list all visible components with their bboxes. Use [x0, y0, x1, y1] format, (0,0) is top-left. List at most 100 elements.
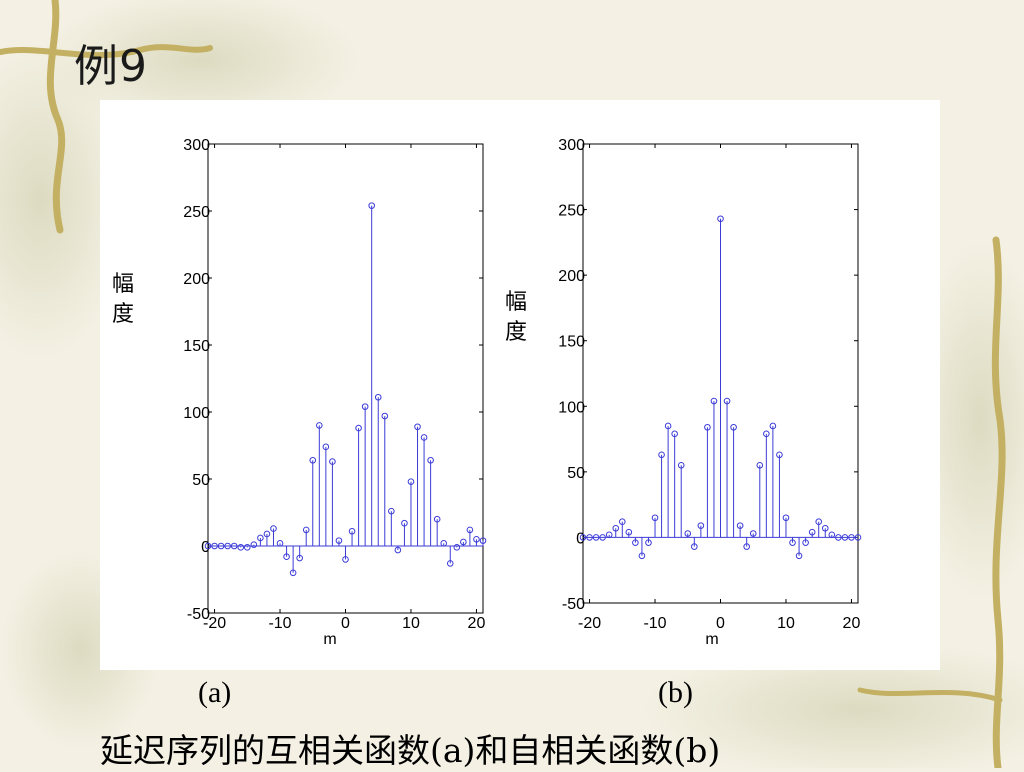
chart-b-stem-point — [717, 215, 724, 223]
chart-b-stem-point — [769, 422, 777, 430]
chart-a-stem-point — [460, 538, 467, 546]
panel-label-b: (b) — [658, 676, 693, 709]
chart-a-stem-point — [355, 424, 362, 432]
chart-b-stem-point — [802, 539, 809, 546]
chart-b-stem-point — [638, 552, 646, 560]
chart-a-stem-point — [446, 560, 454, 567]
chart-a-stem-point — [250, 541, 258, 548]
chart-a-stem-point — [440, 540, 448, 547]
chart-b-stem-point — [592, 534, 600, 541]
chart-a-stem-point — [296, 554, 303, 562]
chart-a-stem-point — [414, 423, 421, 431]
chart-b-stem-point — [736, 522, 744, 529]
chart-a-ytick-label: 200 — [183, 271, 210, 288]
chart-a-stem-point — [217, 542, 225, 550]
chart-b-xtick-label: 20 — [843, 615, 861, 632]
chart-a-stem-point — [230, 542, 238, 550]
chart-a-stem-point — [263, 530, 271, 538]
chart-a-stem-point — [433, 515, 441, 523]
chart-a-ytick-label: 300 — [183, 137, 210, 154]
chart-b-ytick-label: 50 — [567, 465, 585, 482]
chart-b-xtick-label: -20 — [578, 615, 601, 632]
chart-b-stem-point — [763, 430, 770, 438]
chart-b-xtick-label: 0 — [716, 615, 725, 632]
chart-b-stem-point — [821, 524, 829, 532]
chart-b-stem-point — [632, 539, 639, 546]
chart-a-xtick-label: -10 — [268, 615, 291, 632]
chart-a-stem-point — [342, 556, 349, 563]
chart-a-stem-point — [276, 540, 284, 547]
chart-a-stem-point — [453, 544, 461, 551]
chart-b-stem-point — [651, 514, 659, 522]
chart-b-ytick-label: -50 — [562, 596, 585, 613]
chart-a-stem-point — [368, 202, 375, 209]
chart-b-stem-point — [848, 534, 855, 541]
chart-b-stem-point — [710, 397, 718, 405]
chart-b-stem-point — [743, 543, 750, 550]
chart-b-xtick-label: -10 — [643, 615, 666, 632]
chart-a-stem-point — [388, 507, 395, 515]
chart-a-stem-point — [473, 536, 480, 543]
chart-b-stem-point — [645, 539, 652, 546]
chart-b-stem-point — [618, 518, 626, 525]
chart-a-ytick-label: -50 — [187, 606, 210, 623]
chart-b-stem-point — [599, 534, 606, 541]
chart-b-ytick-label: 250 — [558, 203, 585, 220]
chart-a-stem-point — [407, 478, 415, 485]
chart-a-stem-point — [361, 403, 369, 410]
chart-b-stem-point — [586, 534, 593, 541]
chart-b-stem-point — [782, 514, 790, 522]
chart-b-stem-point — [605, 531, 613, 539]
chart-b-ytick-label: 300 — [558, 137, 585, 154]
chart-a-stem-point — [243, 544, 251, 551]
chart-b-stem-point — [704, 423, 711, 431]
chart-a-stem-point — [289, 569, 297, 577]
chart-a-xtick-label: -20 — [203, 615, 226, 632]
chart-a-stem-point — [270, 525, 277, 532]
chart-b-stem-point — [677, 462, 685, 469]
chart-a-ylabel: 幅度 — [111, 272, 134, 327]
chart-a-frame — [207, 143, 484, 614]
chart-a-stem-point — [335, 537, 343, 544]
chart-a-xlabel: m — [323, 631, 336, 648]
chart-b-stem-point — [835, 534, 842, 541]
chart-a-stem-point — [427, 456, 434, 464]
chart-a-stem-point — [479, 537, 487, 544]
chart-a-stem-point — [322, 443, 330, 451]
chart-b-stem-point — [789, 539, 796, 546]
chart-b-stem-point — [671, 430, 678, 438]
chart-b-stem-point — [795, 552, 803, 560]
chart-a-stem-point — [348, 527, 356, 535]
chart-b-stem-point — [579, 534, 587, 541]
chart-a-stem-point — [394, 546, 402, 554]
chart-a-stem-point — [316, 422, 323, 429]
panel-label-a: (a) — [198, 676, 232, 709]
chart-b-stem-point — [612, 524, 620, 532]
chart-b-stem-point — [854, 534, 862, 541]
chart-b-stem-point — [691, 543, 698, 550]
chart-b-stem-point — [684, 530, 692, 537]
chart-a-stem-point — [224, 542, 231, 550]
chart-a-stem-point — [329, 458, 336, 465]
chart-b-stem-point — [658, 451, 665, 459]
chart-b-ytick-label: 100 — [558, 399, 585, 416]
chart-b-stem-point — [828, 531, 836, 539]
chart-a-xtick-label: 20 — [468, 615, 486, 632]
chart-a-xtick-label: 10 — [402, 615, 420, 632]
chart-a-xtick-label: 0 — [341, 615, 350, 632]
chart-a-stem-point — [211, 542, 218, 550]
chart-a-ytick-label: 50 — [192, 472, 210, 489]
figure-panel — [100, 100, 940, 670]
chart-b-xtick-label: 10 — [777, 615, 795, 632]
chart-b-stem-point — [815, 518, 823, 525]
chart-b-ytick-label: 200 — [558, 268, 585, 285]
chart-a-stem-point — [420, 434, 428, 441]
chart-a-stem-point — [381, 412, 389, 420]
chart-a-stem-point — [283, 553, 290, 561]
slide-title: 例9 — [74, 41, 148, 92]
figure-caption: 延迟序列的互相关函数(a)和自相关函数(b) — [100, 731, 721, 770]
chart-b-stem-point — [730, 423, 737, 431]
